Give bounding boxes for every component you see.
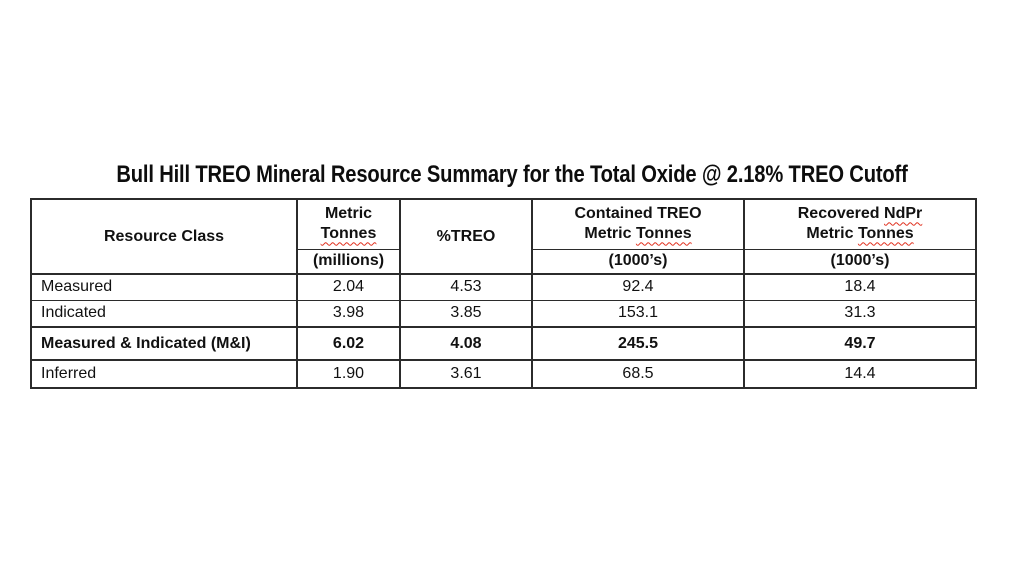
cell-treo-pct: 4.53 — [399, 273, 533, 301]
cell-treo-pct: 3.85 — [399, 299, 533, 328]
tonnes-label-misspelled: Tonnes — [320, 225, 377, 243]
table-row-measured: Measured 2.04 4.53 92.4 18.4 — [30, 273, 977, 301]
cell-contained-treo: 68.5 — [531, 359, 745, 389]
metric-label: Metric — [806, 225, 854, 243]
header-row-main: Resource Class Metric Tonnes %TREO Conta… — [30, 198, 977, 275]
table-row-measured-and-indicated-total: Measured & Indicated (M&I) 6.02 4.08 245… — [30, 326, 977, 361]
table-row-indicated: Indicated 3.98 3.85 153.1 31.3 — [30, 299, 977, 328]
cell-recovered-ndpr: 31.3 — [743, 299, 977, 328]
cell-metric-tonnes: 6.02 — [296, 326, 401, 361]
cell-contained-treo: 92.4 — [531, 273, 745, 301]
table-row-inferred: Inferred 1.90 3.61 68.5 14.4 — [30, 359, 977, 389]
subheader-recovered-thousands: (1000’s) — [743, 248, 977, 275]
col-header-metric-tonnes: Metric Tonnes — [296, 198, 401, 250]
cell-treo-pct: 3.61 — [399, 359, 533, 389]
tonnes-label-misspelled: Tonnes — [635, 225, 692, 243]
cell-recovered-ndpr: 49.7 — [743, 326, 977, 361]
cell-recovered-ndpr: 14.4 — [743, 359, 977, 389]
subheader-millions: (millions) — [296, 248, 401, 275]
cell-metric-tonnes: 3.98 — [296, 299, 401, 328]
metric-label: Metric — [584, 225, 632, 243]
col-header-contained-treo: Contained TREO Metric Tonnes — [531, 198, 745, 250]
header-row-units: (millions) (1000’s) (1000’s) — [31, 248, 977, 275]
cell-metric-tonnes: 1.90 — [296, 359, 401, 389]
col-header-resource-class: Resource Class — [30, 198, 298, 275]
contained-treo-label: Contained TREO — [574, 205, 702, 223]
metric-label: Metric — [324, 205, 373, 223]
table-title: Bull Hill TREO Mineral Resource Summary … — [116, 161, 908, 188]
cell-treo-pct: 4.08 — [399, 326, 533, 361]
cell-resource-class: Indicated — [30, 299, 298, 328]
subheader-contained-thousands: (1000’s) — [531, 248, 745, 275]
cell-metric-tonnes: 2.04 — [296, 273, 401, 301]
col-header-recovered-ndpr: Recovered NdPr Metric Tonnes — [743, 198, 977, 250]
mineral-resource-summary-table: Resource Class Metric Tonnes %TREO Conta… — [30, 198, 977, 389]
cell-resource-class: Measured & Indicated (M&I) — [30, 326, 298, 361]
recovered-label: Recovered — [797, 205, 880, 223]
col-header-treo-pct: %TREO — [399, 198, 533, 275]
tonnes-label-misspelled: Tonnes — [857, 225, 914, 243]
ndpr-label-misspelled: NdPr — [884, 205, 923, 223]
cell-resource-class: Inferred — [30, 359, 298, 389]
cell-contained-treo: 245.5 — [531, 326, 745, 361]
cell-contained-treo: 153.1 — [531, 299, 745, 328]
cell-recovered-ndpr: 18.4 — [743, 273, 977, 301]
cell-resource-class: Measured — [30, 273, 298, 301]
